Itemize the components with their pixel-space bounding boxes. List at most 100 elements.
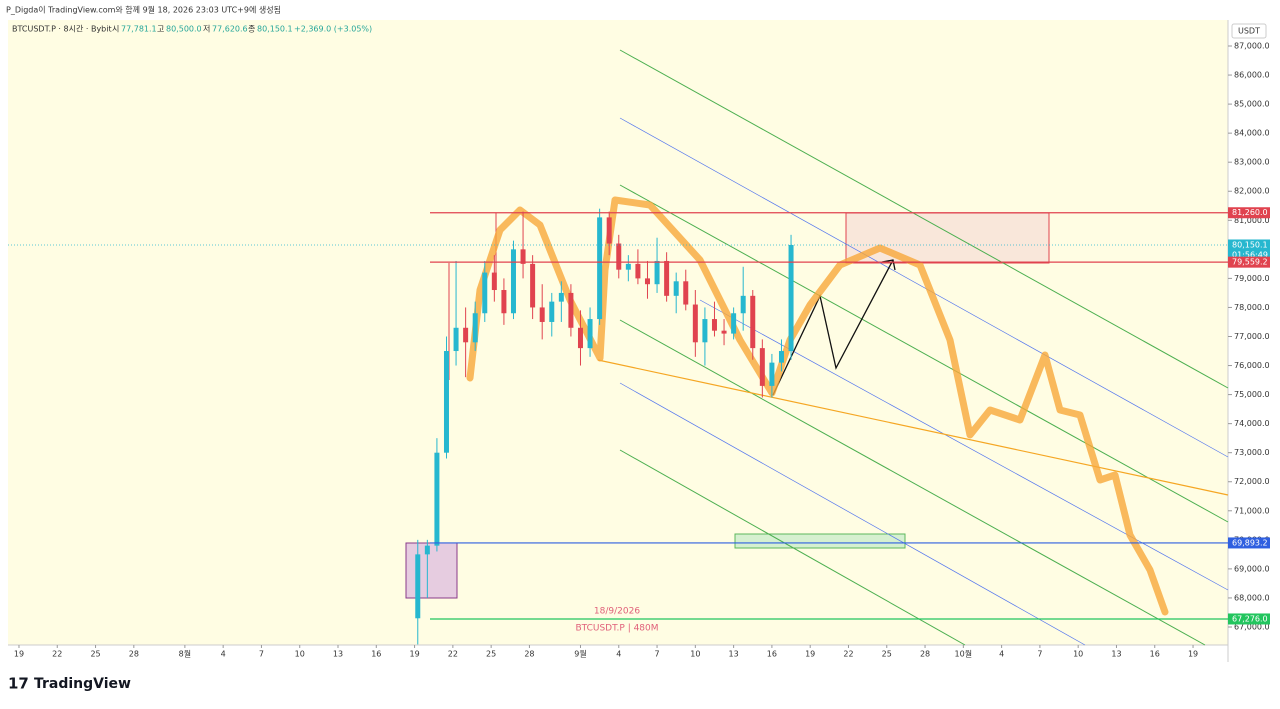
candle-body [597, 217, 603, 320]
currency-box [1231, 23, 1267, 39]
x-tick-label: 8월 [179, 649, 191, 659]
value: 80,150.1 [257, 25, 293, 34]
y-tick-label: 87,000.0 [1234, 41, 1270, 50]
y-tick-label: 85,000.0 [1234, 100, 1270, 109]
symbol: BTCUSDT.P · 8시간 · Bybit [12, 24, 112, 34]
candle-body [539, 307, 545, 322]
channel-line [619, 184, 1229, 523]
price-tag [1228, 207, 1270, 219]
x-tick-label: 25 [882, 650, 892, 659]
x-tick-label: 16 [767, 650, 777, 659]
y-tick-label: 68,000.0 [1234, 593, 1270, 602]
y-tick-label: 73,000.0 [1234, 448, 1270, 457]
candle-body [482, 272, 488, 314]
x-tick-label: 16 [371, 650, 381, 659]
candle-body [501, 290, 507, 314]
value: 77,781.1 [121, 25, 157, 34]
x-tick-label: 7 [1037, 650, 1042, 659]
channel-line [619, 117, 1229, 458]
price-tag-label: 69,893.2 [1232, 538, 1268, 547]
x-tick-label: 19 [1188, 650, 1198, 659]
x-tick-label: 7 [655, 650, 660, 659]
x-tick-label: 22 [843, 650, 853, 659]
trend-line [597, 359, 1229, 496]
candle-body [424, 545, 430, 555]
candle-body [778, 351, 784, 363]
label: 고 [157, 25, 164, 34]
candle-body [692, 304, 698, 343]
x-tick-label: 10월 [955, 649, 973, 659]
x-tick-label: 28 [524, 650, 534, 659]
value: 80,500.0 [166, 25, 202, 34]
x-tick-label: 19 [805, 650, 815, 659]
drawings [405, 49, 1229, 646]
y-tick-label: 81,000.0 [1234, 216, 1270, 225]
price-tag [1228, 613, 1270, 625]
x-tick-label: 19 [409, 650, 419, 659]
legend: BTCUSDT.P · 8시간 · Bybit 시 77,781.1 고 80,… [12, 24, 372, 34]
candle-body [740, 295, 746, 314]
y-tick-label: 83,000.0 [1234, 158, 1270, 167]
channel-line [619, 449, 966, 646]
candle-body [759, 348, 765, 386]
x-tick-label: 13 [333, 650, 343, 659]
price-tag [1228, 537, 1270, 549]
x-tick-label: 4 [616, 650, 621, 659]
x-tick-label: 9월 [574, 649, 586, 659]
price-tag-label: 79,559.2 [1232, 258, 1268, 267]
x-tick-label: 22 [52, 650, 62, 659]
label: 종 [248, 25, 255, 34]
x-tick-label: 13 [1111, 650, 1121, 659]
x-tick-label: 7 [259, 650, 264, 659]
x-tick-label: 22 [448, 650, 458, 659]
price-tag-label: 80,150.1 [1232, 240, 1268, 249]
footer: TradingView [34, 676, 131, 692]
candle-body [721, 330, 727, 334]
channel-line [619, 319, 1206, 646]
forecast-curve [466, 196, 1169, 616]
candle-body [443, 351, 449, 453]
channel-line [619, 49, 1229, 389]
candle-body [635, 263, 641, 279]
watermark-date: 18/9/2026 [594, 607, 640, 617]
candle-body [587, 319, 593, 349]
arrowhead [881, 259, 896, 271]
candle-body [750, 295, 756, 349]
x-tick-label: 28 [129, 650, 139, 659]
y-tick-label: 76,000.0 [1234, 361, 1270, 370]
x-tick-label: 10 [295, 650, 305, 659]
candle-body [453, 327, 459, 352]
x-tick-label: 25 [486, 650, 496, 659]
candle-body [549, 301, 555, 322]
label: 저 [203, 25, 210, 34]
x-tick-label: 25 [90, 650, 100, 659]
candle-body [616, 243, 622, 270]
candle-body [434, 452, 440, 546]
currency: USDT [1238, 27, 1260, 36]
price-tag-timer: 01:56:49 [1232, 250, 1268, 259]
candle-body [472, 313, 478, 343]
candle-body [788, 244, 794, 352]
header: P_Digda이 TradingView.com와 함께 9월 18, 2026… [6, 5, 281, 15]
watermark-symbol: BTCUSDT.P | 480M [575, 624, 658, 634]
x-tick-label: 4 [221, 650, 226, 659]
candle-body [702, 319, 708, 343]
x-tick-label: 16 [1150, 650, 1160, 659]
price-tag-label: 81,260.0 [1232, 208, 1268, 217]
y-tick-label: 71,000.0 [1234, 506, 1270, 515]
candle-body [491, 272, 497, 291]
candle-body [731, 313, 737, 334]
y-tick-label: 86,000.0 [1234, 71, 1270, 80]
x-tick-label: 4 [999, 650, 1004, 659]
candle-body [664, 260, 670, 296]
y-tick-label: 77,000.0 [1234, 332, 1270, 341]
candle-body [673, 281, 679, 296]
x-tick-label: 19 [14, 650, 24, 659]
y-tick-label: 84,000.0 [1234, 129, 1270, 138]
y-tick-label: 82,000.0 [1234, 187, 1270, 196]
channel-line [619, 382, 1086, 646]
label: 시 [112, 25, 119, 34]
price-tag [1228, 256, 1270, 268]
y-tick-label: 69,000.0 [1234, 564, 1270, 573]
